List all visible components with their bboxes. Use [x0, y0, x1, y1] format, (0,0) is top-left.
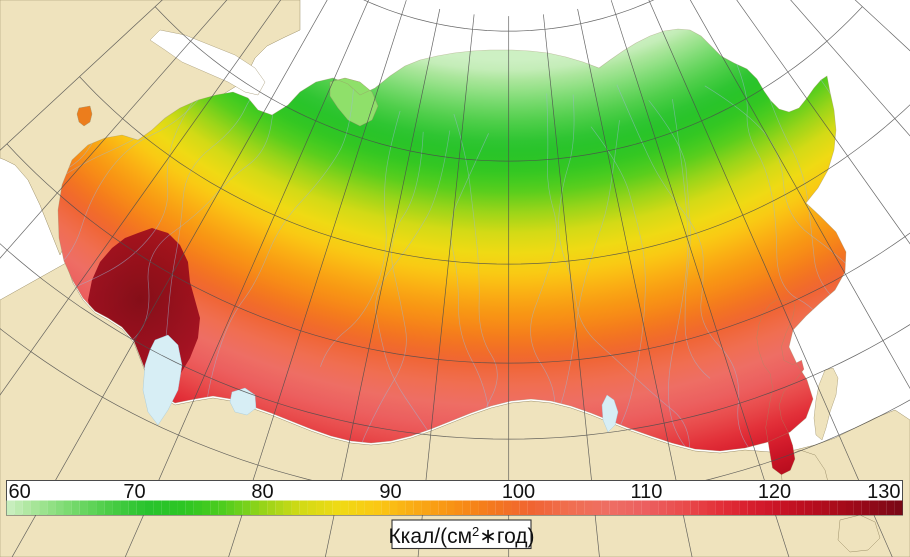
svg-text:130: 130 [867, 481, 900, 503]
svg-text:80: 80 [251, 481, 273, 503]
svg-text:70: 70 [123, 481, 145, 503]
svg-text:90: 90 [379, 481, 401, 503]
svg-text:120: 120 [758, 481, 791, 503]
svg-text:60: 60 [9, 481, 31, 503]
svg-text:Ккал/(см2∗год): Ккал/(см2∗год) [388, 524, 534, 549]
svg-text:110: 110 [631, 481, 663, 503]
svg-text:100: 100 [502, 481, 535, 503]
